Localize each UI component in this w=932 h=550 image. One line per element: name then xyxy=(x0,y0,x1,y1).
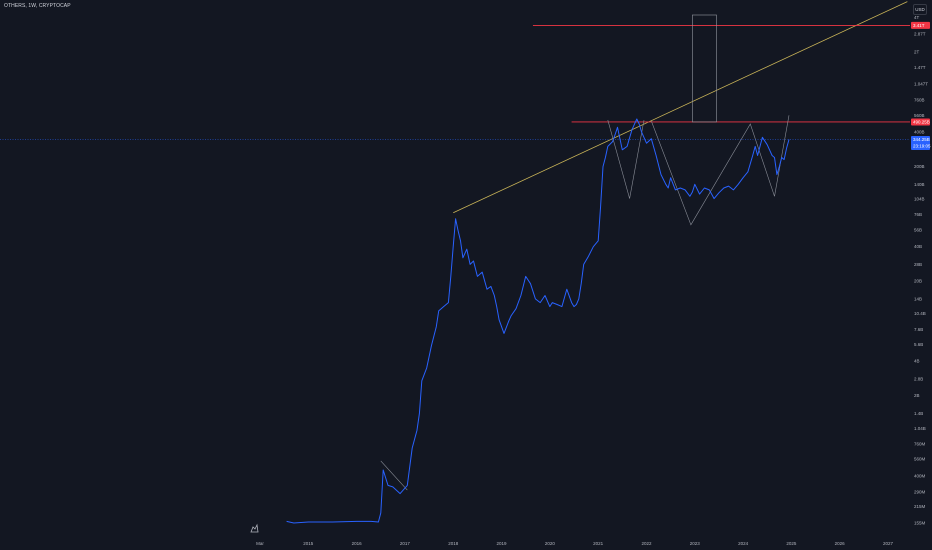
price-scale-tick-30: 155M xyxy=(914,521,926,526)
trendline-0[interactable] xyxy=(453,1,908,214)
price-tag-bg-0 xyxy=(911,21,930,29)
price-scale-tick-29: 215M xyxy=(914,504,926,509)
pattern-line-6[interactable] xyxy=(651,115,790,226)
price-scale-tick-4: 1.047T xyxy=(914,82,928,87)
price-tag-label-2: 344.25B xyxy=(913,137,930,142)
currency-badge[interactable]: USD xyxy=(913,4,927,15)
price-scale-tick-25: 760M xyxy=(914,441,926,446)
price-scale-tick-18: 7.6B xyxy=(914,327,923,332)
time-tick-2: 2016 xyxy=(352,541,363,546)
price-scale-tick-6: 560B xyxy=(914,113,925,118)
price-scale-tick-21: 2.8B xyxy=(914,376,923,381)
price-scale-tick-22: 2B xyxy=(914,393,920,398)
price-scale-tick-19: 5.6B xyxy=(914,342,923,347)
pattern-line-5[interactable] xyxy=(607,119,645,199)
target-box-3[interactable] xyxy=(692,14,717,123)
price-scale-tick-11: 76B xyxy=(914,212,922,217)
price-scale-tick-5: 760B xyxy=(914,98,925,103)
time-tick-1: 2015 xyxy=(303,541,314,546)
drawings-layer[interactable] xyxy=(380,1,910,491)
pattern-line-4[interactable] xyxy=(380,460,408,491)
time-tick-6: 2020 xyxy=(545,541,556,546)
price-scale-tick-12: 56B xyxy=(914,227,922,232)
time-tick-7: 2021 xyxy=(593,541,604,546)
price-tag-sublabel-2: 23:19:05 xyxy=(913,144,931,149)
price-scale-tick-14: 28B xyxy=(914,262,922,267)
price-scale-tick-15: 20B xyxy=(914,279,922,284)
symbol-title[interactable]: OTHERS, 1W, CRYPTOCAP xyxy=(4,3,71,9)
price-scale-tick-7: 400B xyxy=(914,130,925,135)
time-tick-5: 2019 xyxy=(497,541,508,546)
price-scale-tick-2: 2T xyxy=(914,49,920,54)
price-scale-tick-26: 560M xyxy=(914,457,926,462)
time-tick-13: 2027 xyxy=(883,541,894,546)
price-scale-tick-9: 140B xyxy=(914,182,925,187)
price-scale-tick-28: 290M xyxy=(914,489,926,494)
price-scale-tick-3: 1.47T xyxy=(914,65,926,70)
price-tag-bg-2 xyxy=(911,136,930,151)
price-scale-tick-0: 4T xyxy=(914,15,920,20)
time-tick-12: 2026 xyxy=(835,541,846,546)
price-scale-tick-16: 14B xyxy=(914,296,922,301)
time-tick-3: 2017 xyxy=(400,541,411,546)
time-tick-4: 2018 xyxy=(448,541,459,546)
price-tag-bg-1 xyxy=(911,118,930,126)
price-tags: 3.41T 490.25B 344.25B 23:19:05 xyxy=(911,21,931,151)
price-scale-tick-27: 400M xyxy=(914,473,926,478)
time-tick-10: 2024 xyxy=(738,541,749,546)
time-tick-11: 2025 xyxy=(786,541,797,546)
time-tick-8: 2022 xyxy=(641,541,652,546)
time-scale[interactable]: Mar 2015 2016 2017 2018 2019 2020 2021 2022 2023 2… xyxy=(256,541,893,546)
time-tick-9: 2023 xyxy=(690,541,701,546)
price-series-line xyxy=(286,118,790,524)
time-tick-0: Mar xyxy=(256,541,264,546)
price-scale-tick-10: 104B xyxy=(914,197,925,202)
price-scale-tick-1: 2.87T xyxy=(914,32,926,37)
price-tag-label-0: 3.41T xyxy=(913,23,925,28)
price-scale-tick-23: 1.4B xyxy=(914,411,923,416)
tradingview-logo-icon[interactable] xyxy=(250,523,259,533)
price-tag-label-1: 490.25B xyxy=(913,119,930,124)
price-scale[interactable]: 4T 2.87T 2T 1.47T 1.047T 760B 560B 400B 200B 140B… xyxy=(914,15,928,526)
price-scale-tick-17: 10.4B xyxy=(914,311,926,316)
price-scale-tick-24: 1.04B xyxy=(914,426,926,431)
price-scale-tick-8: 200B xyxy=(914,164,925,169)
price-scale-tick-13: 40B xyxy=(914,244,922,249)
price-scale-tick-20: 4B xyxy=(914,359,920,364)
